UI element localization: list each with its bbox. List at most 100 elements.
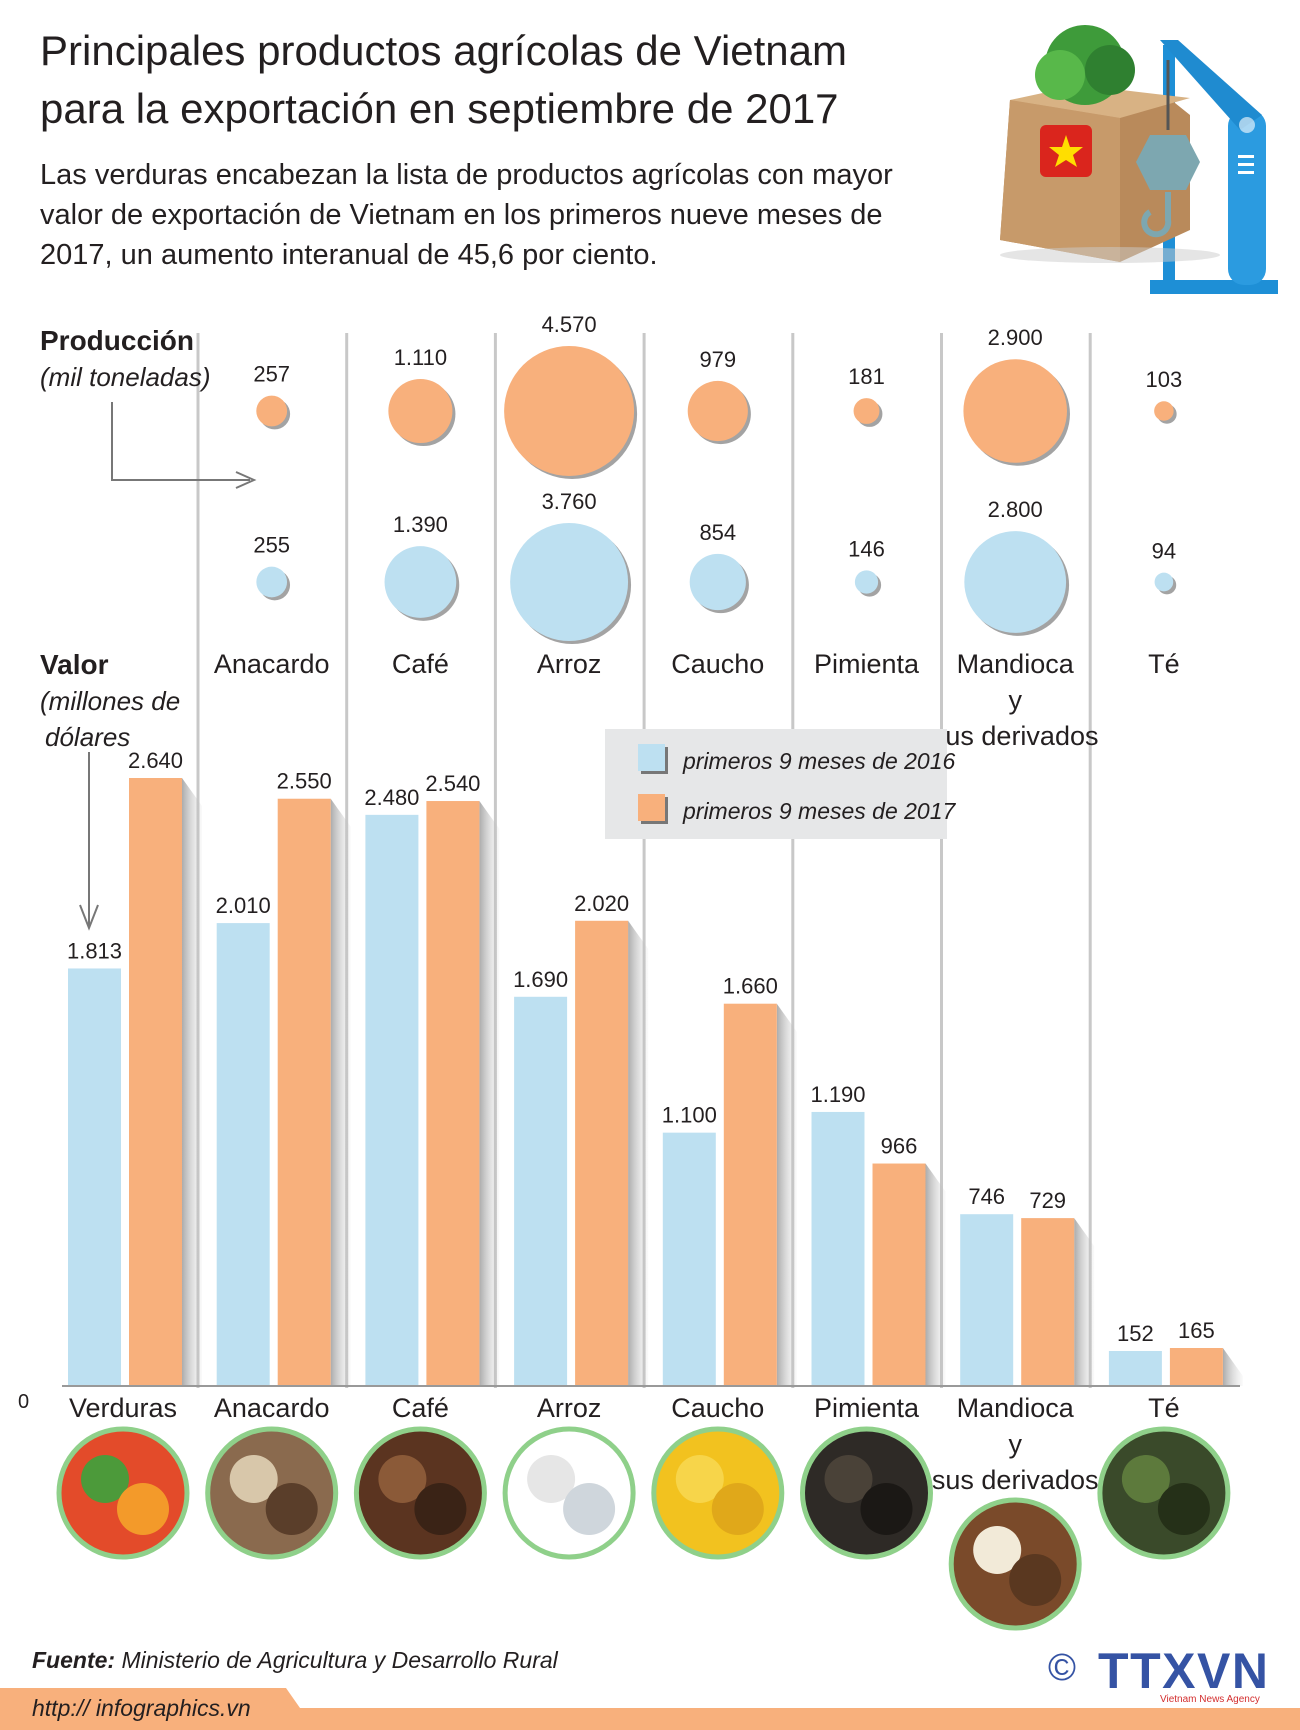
bar-value-label: 2.550 [277, 769, 332, 794]
product-photo-detail [1121, 1455, 1170, 1503]
bubble-category-label: Té [1148, 649, 1180, 679]
bubble-label: 4.570 [542, 312, 597, 337]
bubble-label: 979 [699, 347, 736, 372]
product-photo-detail [81, 1455, 129, 1503]
bubble-label: 103 [1146, 367, 1183, 392]
bubble-category-label: Mandioca [957, 649, 1075, 679]
bubble-label: 181 [848, 364, 885, 389]
product-photo-detail [265, 1483, 318, 1535]
bubble [256, 566, 288, 598]
bar-category-label: Café [392, 1393, 449, 1423]
bar [662, 1132, 716, 1386]
bar-shadow [182, 778, 202, 1386]
bar-value-label: 2.010 [216, 893, 271, 918]
bubble [964, 531, 1067, 633]
title-line: para la exportación en septiembre de 201… [40, 85, 839, 132]
bar-value-label: 966 [881, 1134, 918, 1159]
bubble-label: 2.900 [988, 325, 1043, 350]
bubble-label: 146 [848, 536, 885, 561]
bar [68, 968, 121, 1386]
y-origin-label: 0 [18, 1391, 29, 1413]
bar-category-label: Anacardo [214, 1393, 330, 1423]
legend-entry: primeros 9 meses de 2016 [682, 748, 956, 774]
bar-value-label: 1.660 [723, 974, 778, 999]
arrow-head-icon [235, 471, 257, 489]
bar [426, 801, 480, 1386]
bubble-label: 3.760 [542, 489, 597, 514]
subtitle-line: Las verduras encabezan la lista de produ… [40, 159, 893, 191]
bar-category-label: Verduras [69, 1393, 177, 1423]
subtitle: Las verduras encabezan la lista de produ… [40, 155, 893, 275]
bar-value-label: 2.480 [364, 785, 419, 810]
bubble-label: 1.110 [394, 345, 447, 370]
bubble-label: 257 [253, 362, 290, 387]
product-photo-detail [711, 1483, 764, 1535]
bubble-label: 94 [1152, 539, 1176, 564]
bubble [963, 359, 1067, 463]
bar [575, 920, 629, 1386]
bar-category-label: y [1008, 1429, 1022, 1459]
product-photo-detail [563, 1483, 616, 1535]
bubble [510, 523, 629, 641]
product-photo-detail [527, 1455, 576, 1503]
bubble [1154, 401, 1174, 421]
bubble-label: 854 [699, 520, 736, 545]
product-photo-detail [117, 1483, 169, 1535]
bar [1108, 1350, 1162, 1386]
legend-swatch [638, 794, 665, 821]
arrow-down-icon [79, 752, 99, 931]
product-photo-detail [824, 1455, 873, 1503]
bubble [687, 380, 748, 442]
footer-url: http:// infographics.vn [32, 1695, 251, 1721]
bubble [504, 346, 635, 476]
bubble-label: 255 [253, 533, 290, 558]
product-photo-detail [1157, 1483, 1210, 1535]
bar [811, 1111, 865, 1386]
bar-shadow [479, 801, 500, 1386]
bubble-category-label: Pimienta [814, 649, 920, 679]
bar-category-label: Mandioca [957, 1393, 1075, 1423]
bubble-category-label: Caucho [671, 649, 764, 679]
bar-category-label: sus derivados [932, 1465, 1099, 1495]
ttxvn-logo: TTXVN [1098, 1643, 1268, 1699]
product-photo-detail [973, 1526, 1022, 1574]
bar-value-label: 152 [1117, 1321, 1154, 1346]
copyright-icon: © [1048, 1647, 1076, 1689]
bar-category-label: Pimienta [814, 1393, 920, 1423]
bar-value-label: 1.190 [810, 1082, 865, 1107]
bar-value-label: 2.020 [574, 891, 629, 916]
bar-value-label: 1.690 [513, 967, 568, 992]
bar [216, 923, 270, 1386]
bubble-category-label: sus derivados [932, 721, 1099, 751]
page-title: Principales productos agrícolas de Vietn… [40, 22, 847, 138]
value-unit: (millones de [40, 686, 180, 716]
bar-category-label: Té [1148, 1393, 1180, 1423]
bar [277, 798, 331, 1386]
bubble [689, 553, 746, 611]
bubble-category-label: Anacardo [214, 649, 330, 679]
legend-entry: primeros 9 meses de 2017 [682, 798, 957, 824]
value-unit: dólares [45, 722, 130, 752]
bar [960, 1214, 1014, 1386]
bar-value-label: 1.100 [662, 1103, 717, 1128]
bar-value-label: 1.813 [67, 938, 122, 963]
bubble-label: 1.390 [393, 512, 448, 537]
bar-category-label: Arroz [537, 1393, 602, 1423]
arrow-icon [111, 402, 250, 481]
bar-shadow [925, 1163, 946, 1386]
footer-band [0, 1688, 1300, 1730]
bubble-label: 2.800 [988, 497, 1043, 522]
bar-shadow [776, 1003, 797, 1386]
bar [514, 996, 568, 1386]
product-photo-detail [414, 1483, 467, 1535]
bar-value-label: 746 [968, 1184, 1005, 1209]
logo-subtext: Vietnam News Agency [1160, 1694, 1260, 1705]
bar-category-label: Caucho [671, 1393, 764, 1423]
bar-shadow [1074, 1218, 1095, 1386]
bubble [854, 570, 879, 594]
bar-shadow [330, 798, 351, 1386]
bar-shadow [628, 920, 649, 1386]
production-title: Producción [40, 325, 194, 356]
source-value: Ministerio de Agricultura y Desarrollo R… [115, 1647, 559, 1673]
